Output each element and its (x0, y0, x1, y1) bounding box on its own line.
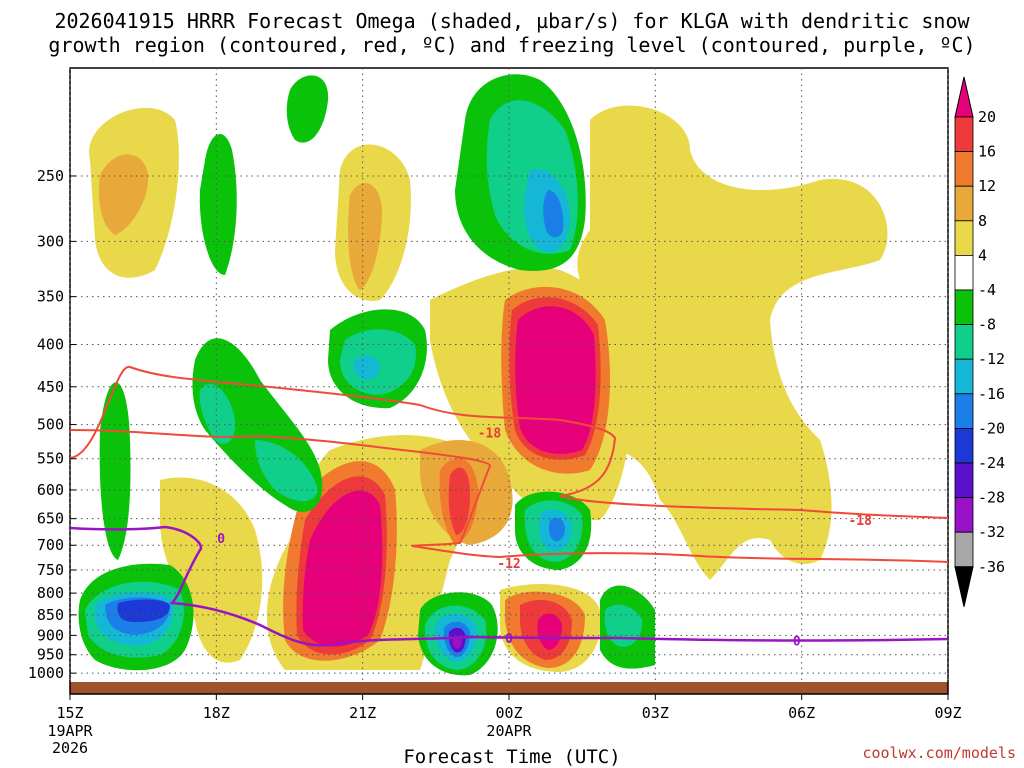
colorbar-segment (954, 358, 974, 395)
y-tick-label: 400 (37, 336, 64, 354)
colorbar-segment (954, 531, 974, 568)
y-tick-label: 650 (37, 510, 64, 528)
colorbar-segment (954, 289, 974, 325)
y-axis: 250 300 350 400 450 500 550 600 650 700 750 800 850 9… (28, 167, 76, 682)
x-tick-label: 09Z (934, 704, 961, 722)
contour-lines: -18 -18 -12 0 0 0 (69, 366, 949, 650)
y-tick-label: 700 (37, 536, 64, 554)
x-tick-label: 03Z (642, 704, 669, 722)
contour-label: -18 (478, 426, 502, 441)
y-tick-label: 350 (37, 288, 64, 306)
x-tick-label: 18Z (203, 704, 230, 722)
y-tick-label: 750 (37, 561, 64, 579)
y-tick-label: 550 (37, 450, 64, 468)
y-tick-label: 300 (37, 232, 64, 250)
colorbar-label: -32 (978, 523, 1005, 541)
x-axis-title: Forecast Time (UTC) (403, 746, 621, 768)
y-tick-label: 900 (37, 626, 64, 644)
ground-strip (70, 682, 948, 694)
x-tick-label: 06Z (788, 704, 815, 722)
colorbar-label: -36 (978, 558, 1005, 576)
colorbar-label: 16 (978, 143, 996, 161)
contour-label: -12 (497, 557, 520, 572)
colorbar-label: -4 (978, 281, 996, 299)
colorbar-segment (954, 151, 974, 187)
colorbar-segment (954, 116, 974, 152)
grid-lines (69, 68, 949, 682)
freezing-level-contour-line (69, 525, 949, 647)
colorbar-label: 4 (978, 246, 987, 264)
contour-label: 0 (505, 632, 513, 647)
colorbar-label: -8 (978, 316, 996, 334)
y-tick-label: 600 (37, 481, 64, 499)
colorbar-label: -20 (978, 419, 1005, 437)
colorbar-label: 12 (978, 177, 996, 195)
x-tick-label: 00Z (495, 704, 522, 722)
dendritic-contour-line (69, 366, 949, 519)
colorbar-label: -16 (978, 385, 1005, 403)
omega-shading (78, 74, 888, 676)
colorbar-label: 8 (978, 212, 987, 230)
colorbar-segment (954, 185, 974, 222)
y-tick-label: 450 (37, 378, 64, 396)
dendritic-contour-line (69, 429, 949, 563)
chart-title-line2: growth region (contoured, red, ºC) and f… (48, 33, 976, 57)
chart-title-line1: 2026041915 HRRR Forecast Omega (shaded, … (54, 9, 970, 33)
colorbar-label: -12 (978, 350, 1005, 368)
colorbar-segment (954, 220, 974, 256)
x-date-label: 19APR (47, 722, 93, 740)
watermark: coolwx.com/models (862, 744, 1016, 762)
y-tick-label: 250 (37, 167, 64, 185)
colorbar-label: 20 (978, 108, 996, 126)
colorbar-segment (954, 393, 974, 429)
colorbar-label: -24 (978, 454, 1005, 472)
colorbar-segment (954, 427, 974, 464)
colorbar-label: -28 (978, 489, 1005, 507)
y-tick-label: 800 (37, 584, 64, 602)
x-tick-label: 15Z (56, 704, 83, 722)
colorbar: 20 16 12 8 4 -4 -8 -12 -16 -20 -24 -28 -32 -36 (954, 76, 1005, 607)
y-tick-label: 1000 (28, 664, 64, 682)
x-date-label: 2026 (52, 739, 88, 757)
colorbar-segment (954, 497, 974, 533)
x-tick-label: 21Z (349, 704, 376, 722)
colorbar-top-arrow (954, 76, 974, 118)
y-tick-label: 850 (37, 606, 64, 624)
colorbar-bottom-arrow (954, 566, 974, 607)
colorbar-segment (954, 462, 974, 498)
contour-label: 0 (793, 635, 801, 650)
y-tick-label: 950 (37, 646, 64, 664)
x-date-label: 20APR (486, 722, 532, 740)
contour-label: 0 (217, 532, 225, 547)
contour-label: -18 (848, 514, 872, 529)
y-tick-label: 500 (37, 416, 64, 434)
colorbar-segment (954, 324, 974, 360)
colorbar-segment (954, 254, 974, 291)
